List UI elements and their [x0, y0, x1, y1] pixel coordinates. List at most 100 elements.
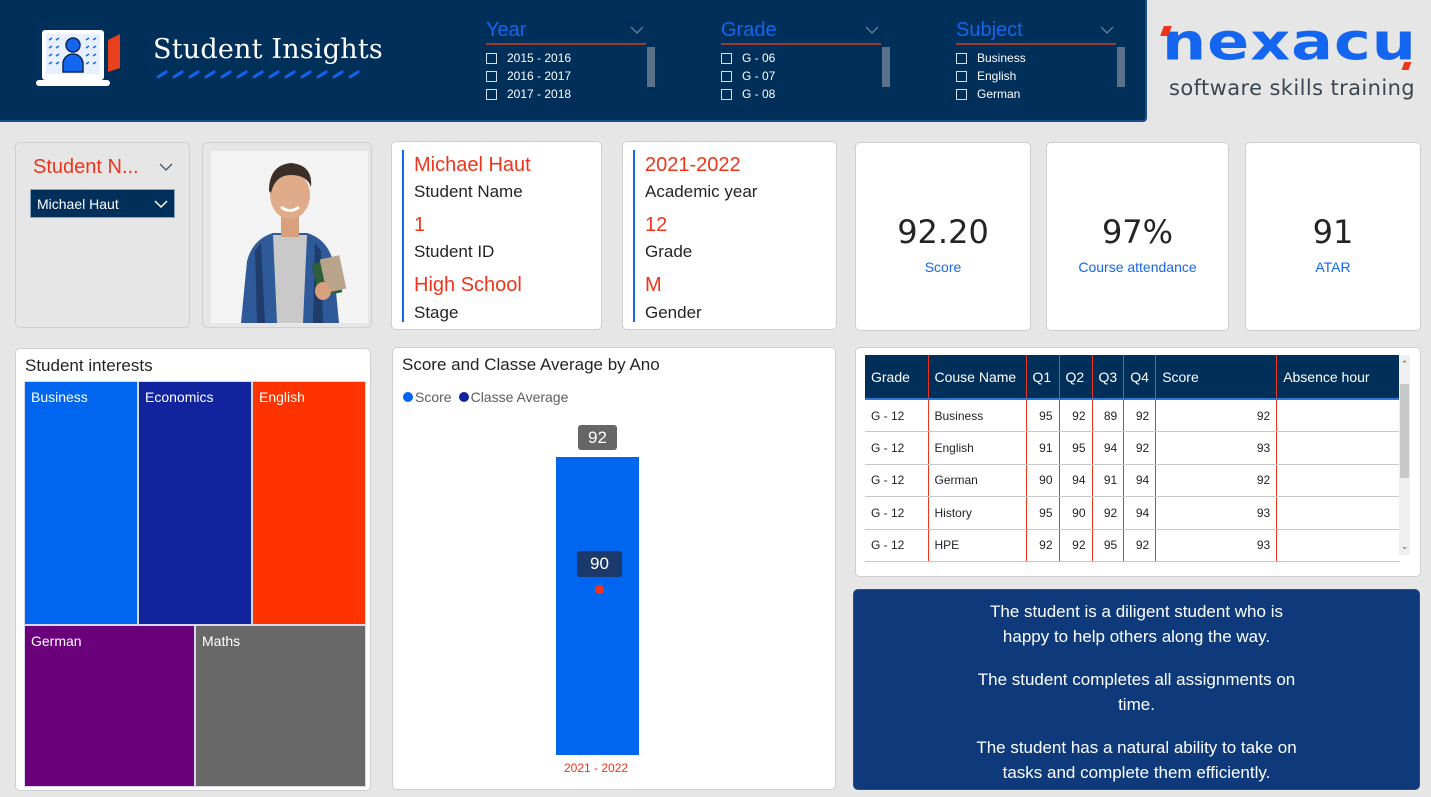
table-row[interactable]: G - 12 German 90 94 91 94 92 [865, 464, 1400, 497]
checkbox[interactable] [721, 52, 732, 64]
grade-value: 12 [645, 214, 668, 236]
scroll-down-icon[interactable]: ⌄ [1400, 541, 1409, 551]
year-slicer-header[interactable]: Year [486, 18, 646, 45]
year-option[interactable]: 2015 - 2016 [486, 49, 646, 67]
student-name-dropdown[interactable]: Michael Haut [30, 189, 175, 218]
gender-value: M [645, 274, 662, 296]
column-header-q2[interactable]: Q2 [1059, 355, 1093, 400]
treemap-cell-business[interactable]: Business [24, 381, 138, 625]
chevron-down-icon[interactable] [630, 23, 644, 37]
cell-q1: 90 [1026, 464, 1060, 497]
checkbox[interactable] [486, 52, 497, 64]
cell-q4: 92 [1123, 399, 1157, 432]
grade-slicer: Grade G - 06 G - 07 G - 08 [721, 18, 890, 101]
checkbox[interactable] [721, 88, 732, 100]
subject-slicer-scrollbar[interactable] [1117, 47, 1125, 87]
year-slicer-scrollbar[interactable] [647, 47, 655, 87]
accent-bar [402, 150, 404, 322]
note-paragraph-3: The student has a natural ability to tak… [976, 738, 1297, 782]
column-header-grade[interactable]: Grade [865, 355, 929, 400]
student-id-label: Student ID [414, 242, 495, 261]
legend-label-score[interactable]: Score [415, 389, 452, 405]
chevron-down-icon[interactable] [865, 23, 879, 37]
atar-kpi-value: 91 [1312, 213, 1354, 251]
subject-slicer-title: Subject [956, 19, 1023, 41]
cell-q3: 95 [1092, 529, 1125, 562]
table-row[interactable]: G - 12 Business 95 92 89 92 92 [865, 399, 1400, 432]
stage-label: Stage [414, 303, 459, 322]
cell-q1: 95 [1026, 496, 1060, 530]
treemap-cell-economics[interactable]: Economics [138, 381, 252, 625]
chart-legend: Score Classe Average [403, 389, 568, 405]
student-interests-title: Student interests [25, 356, 153, 375]
treemap-cell-german[interactable]: German [24, 625, 195, 787]
checkbox[interactable] [486, 70, 497, 82]
subject-option[interactable]: Business [956, 49, 1116, 67]
chevron-down-icon[interactable] [159, 161, 173, 173]
score-kpi-card: 92.20 Score [855, 142, 1031, 331]
year-option[interactable]: 2016 - 2017 [486, 67, 646, 85]
attendance-kpi-label: Course attendance [1078, 259, 1197, 275]
attendance-kpi-card: 97% Course attendance [1046, 142, 1229, 331]
grade-label: Grade [645, 242, 693, 261]
table-scrollbar[interactable]: ⌃ ⌄ [1399, 355, 1410, 555]
grade-option[interactable]: G - 06 [721, 49, 881, 67]
cell-course-name: History [928, 496, 1027, 530]
academic-info-card: 2021-2022 Academic year 12 Grade M Gende… [622, 141, 837, 330]
student-id-value: 1 [414, 214, 426, 236]
cell-score: 93 [1155, 431, 1278, 465]
cell-grade: G - 12 [865, 529, 929, 562]
subject-slicer-header[interactable]: Subject [956, 18, 1116, 45]
checkbox[interactable] [486, 88, 497, 100]
legend-label-class-average[interactable]: Classe Average [470, 389, 569, 405]
student-photo-card [202, 142, 372, 328]
table-row[interactable]: G - 12 HPE 92 92 95 92 93 [865, 529, 1400, 562]
column-header-absence-hour[interactable]: Absence hour [1276, 355, 1400, 400]
header-banner: Student Insights Year 2015 - 2016 2016 -… [0, 0, 1147, 122]
cell-q4: 92 [1123, 529, 1157, 562]
table-row[interactable]: G - 12 History 95 90 92 94 93 [865, 496, 1400, 530]
column-header-q4[interactable]: Q4 [1123, 355, 1157, 400]
table-header-row: Grade Couse Name Q1 Q2 Q3 Q4 Score Absen… [865, 355, 1400, 400]
cell-q2: 94 [1059, 464, 1093, 497]
grade-slicer-scrollbar[interactable] [882, 47, 890, 87]
checkbox[interactable] [956, 52, 967, 64]
subject-option[interactable]: English [956, 67, 1116, 85]
score-chart-panel: Score and Classe Average by Ano Score Cl… [392, 347, 836, 790]
column-header-q1[interactable]: Q1 [1026, 355, 1060, 400]
cell-q4: 94 [1123, 464, 1157, 497]
cell-q1: 95 [1026, 399, 1060, 432]
scroll-up-icon[interactable]: ⌃ [1400, 359, 1409, 369]
score-bar[interactable] [556, 457, 639, 755]
grade-option[interactable]: G - 07 [721, 67, 881, 85]
chevron-down-icon[interactable] [1100, 23, 1114, 37]
cell-q2: 95 [1059, 431, 1093, 465]
grade-slicer-header[interactable]: Grade [721, 18, 881, 45]
class-average-marker[interactable] [595, 585, 604, 594]
checkbox[interactable] [721, 70, 732, 82]
cell-q4: 94 [1123, 496, 1157, 530]
chevron-down-icon [154, 200, 168, 209]
checkbox[interactable] [956, 88, 967, 100]
year-slicer-title: Year [486, 19, 527, 41]
subject-option[interactable]: German [956, 85, 1116, 101]
academic-year-value: 2021-2022 [645, 154, 741, 176]
table-row[interactable]: G - 12 English 91 95 94 92 93 [865, 431, 1400, 465]
treemap-cell-maths[interactable]: Maths [195, 625, 366, 787]
year-option[interactable]: 2017 - 2018 [486, 85, 646, 101]
checkbox[interactable] [956, 70, 967, 82]
grade-slicer-title: Grade [721, 19, 777, 41]
column-header-score[interactable]: Score [1155, 355, 1278, 400]
cell-grade: G - 12 [865, 496, 929, 530]
cell-q1: 92 [1026, 529, 1060, 562]
cell-course-name: German [928, 464, 1027, 497]
scroll-thumb[interactable] [1400, 384, 1409, 478]
laptop-student-icon [36, 30, 120, 86]
column-header-course-name[interactable]: Couse Name [928, 355, 1027, 400]
treemap-cell-english[interactable]: English [252, 381, 366, 625]
grade-option[interactable]: G - 08 [721, 85, 881, 101]
year-slicer-list: 2015 - 2016 2016 - 2017 2017 - 2018 [486, 49, 646, 101]
column-header-q3[interactable]: Q3 [1092, 355, 1125, 400]
cell-course-name: Business [928, 399, 1027, 432]
course-table-panel: Grade Couse Name Q1 Q2 Q3 Q4 Score Absen… [855, 347, 1421, 577]
